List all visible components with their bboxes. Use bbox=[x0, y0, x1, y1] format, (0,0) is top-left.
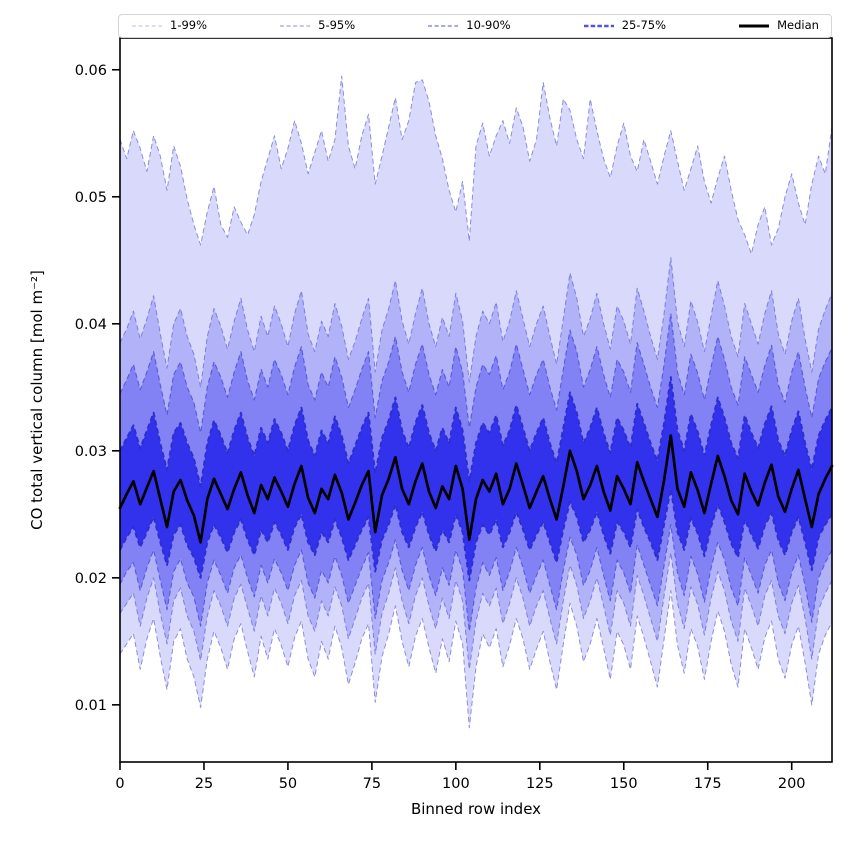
legend-label: 5-95% bbox=[318, 18, 356, 33]
dashed-line-sample-icon bbox=[132, 25, 162, 27]
legend-label: Median bbox=[777, 18, 819, 33]
x-tick-label: 200 bbox=[778, 776, 806, 792]
legend-item-25-75: 25-75% bbox=[583, 20, 666, 32]
legend-item-1-99: 1-99% bbox=[131, 20, 207, 32]
band-fill-1-99% bbox=[120, 76, 832, 728]
x-tick-label: 150 bbox=[610, 776, 638, 792]
dashed-line-sample-icon bbox=[428, 25, 459, 27]
legend-item-median: Median bbox=[738, 20, 819, 32]
percentile-line-p10 bbox=[119, 523, 833, 632]
legend-label: 1-99% bbox=[170, 18, 208, 33]
x-tick-label: 100 bbox=[442, 776, 470, 792]
y-axis-label: CO total vertical column [mol m⁻²] bbox=[28, 270, 46, 530]
percentile-line-p01 bbox=[119, 590, 833, 729]
x-axis-label: Binned row index bbox=[410, 800, 542, 818]
legend-item-10-90: 10-90% bbox=[427, 18, 511, 33]
y-tick-label: 0.06 bbox=[75, 63, 107, 79]
percentile-line-p90 bbox=[119, 313, 833, 434]
axes-frame bbox=[119, 37, 833, 763]
y-tick-label: 0.03 bbox=[75, 444, 107, 460]
y-tick-label: 0.01 bbox=[75, 698, 107, 714]
band-fill-25-75% bbox=[120, 377, 832, 581]
y-tick-label: 0.02 bbox=[75, 571, 107, 587]
percentile-line-p75 bbox=[119, 376, 833, 488]
x-tick-label: 50 bbox=[279, 776, 297, 792]
x-tick-label: 25 bbox=[195, 776, 213, 792]
solid-line-sample-icon bbox=[739, 24, 770, 28]
y-tick-label: 0.05 bbox=[75, 190, 107, 206]
y-tick-label: 0.04 bbox=[75, 317, 107, 333]
legend: 1-99% 5-95% 10-90% 25-75% Median bbox=[118, 14, 832, 38]
x-tick-label: 75 bbox=[363, 776, 381, 792]
x-tick-label: 175 bbox=[694, 776, 722, 792]
percentile-line-p05 bbox=[119, 551, 833, 670]
percentile-line-p25 bbox=[119, 487, 833, 582]
legend-label: 10-90% bbox=[466, 18, 511, 33]
x-tick-label: 125 bbox=[526, 776, 554, 792]
percentile-line-p99 bbox=[119, 75, 833, 255]
legend-item-5-95: 5-95% bbox=[279, 20, 355, 32]
dashed-line-sample-icon bbox=[583, 24, 614, 28]
percentile-line-p95 bbox=[119, 257, 833, 388]
dashed-line-sample-icon bbox=[280, 25, 311, 27]
legend-label: 25-75% bbox=[621, 18, 667, 33]
x-tick-label: 0 bbox=[115, 776, 124, 792]
median-line bbox=[118, 434, 834, 544]
